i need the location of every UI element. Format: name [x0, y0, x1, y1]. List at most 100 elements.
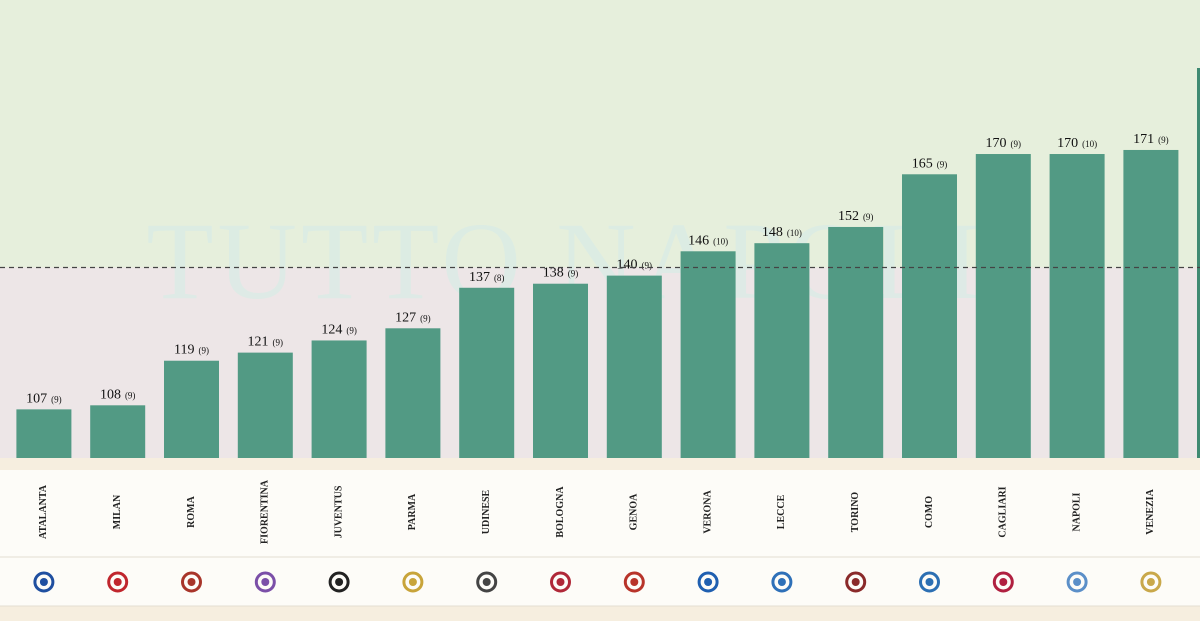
team-logo-core [335, 578, 344, 586]
bar [311, 340, 367, 458]
value-label: 170 (10) [1057, 136, 1097, 151]
team-logo-core [925, 578, 934, 586]
bar [385, 328, 441, 458]
x-tick-label: BOLOGNA [555, 486, 566, 538]
value: 127 [395, 310, 416, 325]
team-logo [845, 571, 867, 593]
team-logo [476, 571, 498, 593]
x-tick-label: ATALANTA [38, 484, 49, 539]
team-logo-core [999, 578, 1008, 586]
x-tick-label: NAPOLI [1071, 492, 1082, 531]
bar [237, 352, 293, 458]
value: 121 [248, 335, 269, 350]
bar [164, 360, 219, 458]
team-logo-core [39, 578, 48, 586]
value-label: 146 (10) [688, 233, 728, 248]
value: 107 [26, 391, 47, 406]
games: (9) [1158, 135, 1169, 145]
value-label: 140 (9) [617, 258, 653, 273]
games: (10) [787, 228, 802, 238]
value-label: 121 (9) [248, 335, 284, 350]
value: 138 [543, 266, 564, 281]
games: (9) [273, 338, 284, 348]
x-tick-label: JUVENTUS [333, 485, 344, 538]
value: 165 [912, 156, 933, 171]
value: 171 [1133, 132, 1154, 147]
team-logo [402, 571, 424, 593]
team-logo-core [556, 578, 565, 586]
team-logo [254, 571, 276, 593]
bar [902, 174, 957, 458]
games: (9) [346, 325, 357, 335]
games: (9) [125, 390, 136, 400]
value-label: 127 (9) [395, 310, 431, 325]
value: 137 [469, 270, 490, 285]
team-logo-core [1146, 578, 1155, 586]
x-tick-label: VERONA [702, 490, 713, 534]
value: 140 [617, 258, 638, 273]
bar [533, 283, 588, 458]
x-tick-label: GENOA [629, 493, 640, 530]
team-logo [771, 571, 793, 593]
games: (9) [937, 159, 948, 169]
team-logo [697, 571, 719, 593]
value-label: 119 (9) [174, 343, 209, 358]
games: (10) [713, 236, 728, 246]
x-tick-label: ROMA [186, 495, 197, 527]
games: (9) [568, 269, 579, 279]
bar [754, 243, 810, 458]
games: (9) [51, 394, 62, 404]
bar [828, 226, 884, 458]
x-tick-label: TORINO [850, 492, 861, 533]
team-logo [623, 571, 645, 593]
team-logo-core [851, 578, 860, 586]
team-logo [328, 571, 350, 593]
team-logo [107, 571, 129, 593]
team-logo [919, 571, 940, 593]
value-label: 108 (9) [100, 387, 136, 402]
games: (9) [642, 261, 653, 271]
value-label: 137 (8) [469, 270, 505, 285]
x-tick-label: FIORENTINA [260, 479, 271, 544]
bar [680, 251, 736, 458]
value-label: 107 (9) [26, 391, 62, 406]
team-logo [1066, 571, 1088, 593]
team-logo-core [408, 578, 417, 586]
games: (9) [863, 212, 874, 222]
value-label: 171 (9) [1133, 132, 1169, 147]
team-logo [181, 571, 202, 593]
x-tick-label: MILAN [112, 494, 123, 529]
value: 119 [174, 343, 194, 358]
bar [1123, 149, 1179, 458]
bar [975, 154, 1031, 458]
value: 108 [100, 387, 121, 402]
team-logo-core [482, 578, 491, 586]
bar [606, 275, 662, 458]
team-logo-core [113, 578, 122, 586]
team-logo-core [777, 578, 786, 586]
value-label: 148 (10) [762, 225, 802, 240]
x-tick-label: COMO [924, 496, 935, 528]
value: 152 [838, 209, 859, 224]
value: 124 [321, 322, 342, 337]
value: 146 [688, 233, 709, 248]
label-area [0, 470, 1200, 606]
games: (9) [198, 346, 209, 356]
games: (10) [1082, 139, 1097, 149]
team-logo [1140, 571, 1162, 593]
games: (9) [1011, 139, 1022, 149]
bar [459, 287, 515, 458]
x-tick-label: CAGLIARI [998, 486, 1009, 537]
value-label: 152 (9) [838, 209, 874, 224]
team-logo-core [187, 578, 196, 586]
x-tick-label: PARMA [407, 493, 418, 530]
x-tick-label: UDINESE [481, 489, 492, 534]
team-logo [550, 571, 571, 593]
value: 170 [986, 136, 1007, 151]
x-tick-label: LECCE [776, 494, 787, 529]
value-label: 165 (9) [912, 156, 948, 171]
value: 170 [1057, 136, 1078, 151]
team-logo-core [1073, 578, 1082, 586]
